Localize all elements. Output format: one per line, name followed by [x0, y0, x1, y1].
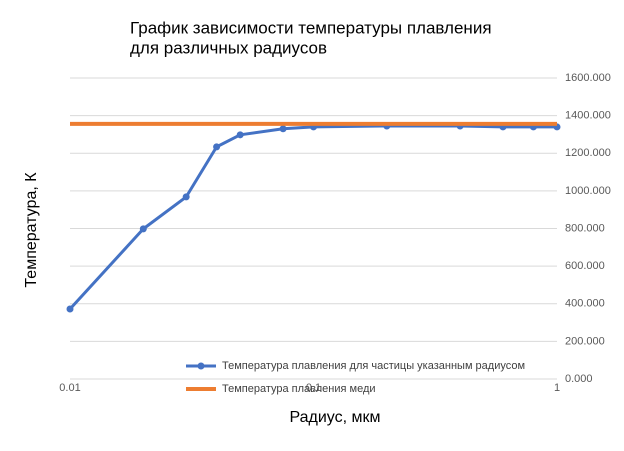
y-tick-label: 200.000	[565, 335, 605, 347]
data-point	[279, 125, 287, 133]
legend-label: Температура плавления для частицы указан…	[222, 360, 525, 372]
data-point	[236, 131, 244, 139]
y-tick-label: 400.000	[565, 298, 605, 310]
data-point	[66, 305, 74, 313]
y-tick-label: 800.000	[565, 222, 605, 234]
x-tick-label: 0.1	[306, 382, 321, 394]
x-tick-label: 0.01	[59, 382, 80, 394]
y-axis-title: Температура, К	[23, 172, 40, 288]
x-axis-title: Радиус, мкм	[289, 409, 380, 426]
data-point	[213, 143, 221, 151]
legend-marker	[197, 362, 205, 370]
y-tick-label: 1200.000	[565, 147, 611, 159]
y-tick-label: 0.000	[565, 373, 593, 385]
chart-title: График зависимости температуры плавления	[130, 18, 492, 37]
y-tick-label: 1000.000	[565, 185, 611, 197]
legend-label: Температура плавления меди	[222, 383, 376, 395]
y-tick-label: 1400.000	[565, 110, 611, 122]
y-tick-label: 1600.000	[565, 72, 611, 84]
chart-title: для различных радиусов	[130, 38, 327, 57]
data-point	[182, 193, 190, 201]
data-point	[139, 225, 147, 233]
y-tick-label: 600.000	[565, 260, 605, 272]
series-line	[68, 124, 557, 311]
x-tick-label: 1	[554, 382, 560, 394]
